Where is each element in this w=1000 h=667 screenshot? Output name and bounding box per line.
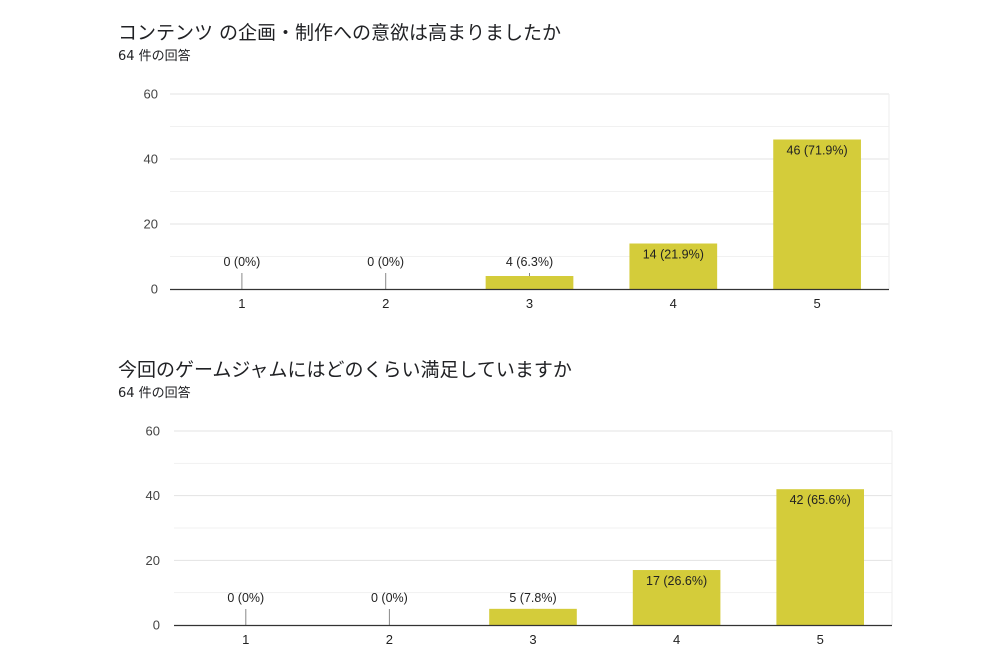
y-tick-label: 0	[151, 282, 158, 297]
bar	[773, 139, 861, 289]
data-label: 14 (21.9%)	[643, 248, 704, 262]
chart-satisfaction-motivation: 0 20 40 60 0 (0%) 1 0 (0%) 2 4 (6.3%) 3 14 (21.9%)…	[0, 18, 1000, 338]
data-label: 17 (26.6%)	[646, 574, 707, 588]
x-tick-label: 5	[813, 296, 820, 311]
bar	[776, 489, 864, 625]
y-tick-label: 0	[153, 618, 160, 633]
data-label: 4 (6.3%)	[506, 255, 553, 269]
response-count: 64 件の回答	[118, 49, 191, 64]
bar	[485, 276, 574, 289]
bar	[489, 608, 577, 625]
data-label: 42 (65.6%)	[790, 493, 851, 507]
chart-title: 今回のゲームジャムにはどのくらい満足していますか	[118, 359, 572, 381]
bar-chart: 0 20 40 60 0 (0%) 1 0 (0%) 2 4 (6.3%) 3 14 (21.9%)…	[144, 87, 890, 311]
data-label: 0 (0%)	[367, 255, 404, 269]
y-tick-label: 40	[144, 152, 158, 167]
x-tick-label: 4	[673, 632, 680, 647]
bar	[632, 570, 721, 625]
data-label: 46 (71.9%)	[787, 144, 848, 158]
y-tick-label: 40	[146, 488, 160, 503]
x-tick-label: 3	[529, 632, 536, 647]
bar-chart: 0 20 40 60 0 (0%) 1 0 (0%) 2 5 (7.8%) 3 17 (26.6%)…	[146, 424, 893, 647]
x-tick-label: 5	[817, 632, 824, 647]
data-label: 5 (7.8%)	[509, 591, 556, 605]
x-tick-label: 2	[386, 632, 393, 647]
bar	[629, 243, 718, 289]
x-tick-label: 4	[670, 296, 677, 311]
x-tick-label: 3	[526, 296, 533, 311]
response-count: 64 件の回答	[118, 386, 191, 401]
x-tick-label: 1	[238, 296, 245, 311]
y-tick-label: 60	[144, 87, 158, 102]
x-tick-label: 1	[242, 632, 249, 647]
data-label: 0 (0%)	[227, 591, 264, 605]
chart-gamejam-satisfaction: 0 20 40 60 0 (0%) 1 0 (0%) 2 5 (7.8%) 3 17 (26.6%)…	[0, 355, 1000, 667]
y-tick-label: 20	[146, 553, 160, 568]
data-label: 0 (0%)	[223, 255, 260, 269]
x-tick-label: 2	[382, 296, 389, 311]
chart-title: コンテンツ の企画・制作への意欲は高まりましたか	[118, 22, 562, 44]
y-tick-label: 60	[146, 424, 160, 439]
y-tick-label: 20	[144, 217, 158, 232]
data-label: 0 (0%)	[371, 591, 408, 605]
